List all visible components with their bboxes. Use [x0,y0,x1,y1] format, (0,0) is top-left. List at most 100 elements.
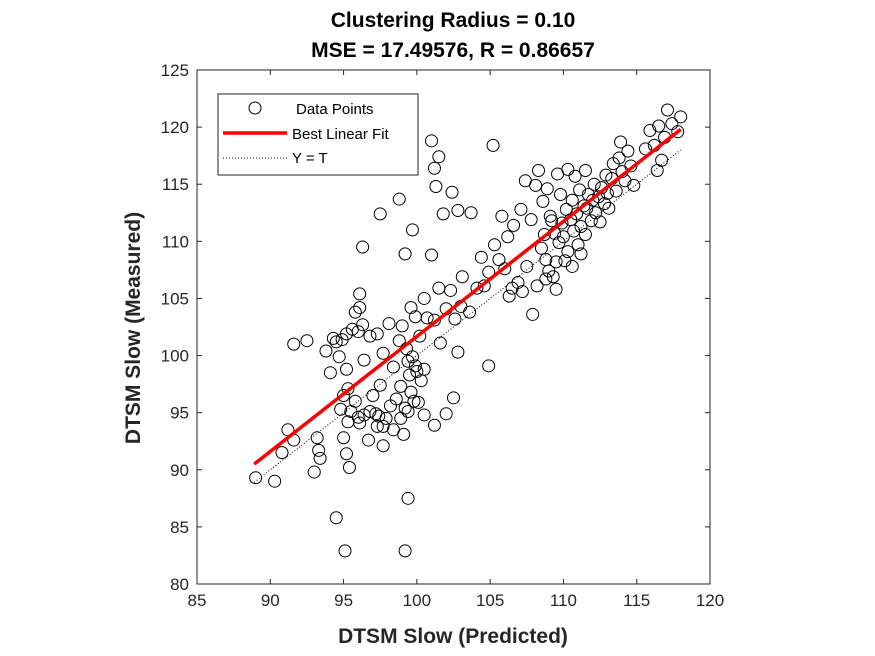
data-point [464,206,478,220]
data-point [341,382,355,396]
data-point [417,408,431,422]
data-point [275,446,289,460]
data-point [498,262,512,276]
identity-line [253,149,681,483]
data-point [553,188,567,202]
data-point [353,287,367,301]
data-point [417,362,431,376]
data-point [671,125,685,139]
legend-label-best-linear-fit: Best Linear Fit [292,126,390,143]
data-point [404,301,418,315]
data-point [427,313,441,327]
data-point [602,201,616,215]
legend-label-data-points: Data Points [296,101,374,118]
data-point [405,223,419,237]
legend: Data Points Best Linear Fit Y = T [217,93,419,176]
data-point [337,431,351,445]
data-point [394,411,408,425]
data-point [376,346,390,360]
data-point [403,368,417,382]
data-point [448,312,462,326]
data-point [482,359,496,373]
y-tick-label: 110 [162,232,189,251]
data-point [379,411,393,425]
data-point [445,185,459,199]
data-point [319,344,333,358]
data-point [545,214,559,228]
data-point [411,395,425,409]
y-tick-label: 95 [170,404,189,423]
x-tick-label: 105 [476,591,504,610]
data-point [455,270,469,284]
data-point [376,419,390,433]
data-point [353,301,367,315]
data-point [549,282,563,296]
data-point [268,474,282,488]
x-tick-label: 110 [550,591,577,610]
y-tick-label: 80 [170,575,189,594]
data-point [643,124,657,138]
data-point [567,224,581,238]
data-point [444,283,458,297]
data-point [652,119,666,133]
data-point [514,202,528,216]
data-point [340,447,354,461]
data-point [574,247,588,261]
data-point [433,336,447,350]
data-point [376,439,390,453]
data-point [502,289,516,303]
data-point [593,215,607,229]
data-point [326,331,340,345]
data-point [565,259,579,273]
data-point [363,329,377,343]
data-point [313,451,327,465]
data-point [584,214,598,228]
y-axis-label: DTSM Slow (Measured) [122,212,145,444]
data-point [329,511,343,525]
x-axis-label: DTSM Slow (Predicted) [338,625,568,648]
data-point [420,311,434,325]
data-point [425,248,439,262]
data-point [394,379,408,393]
data-point [348,394,362,408]
data-point [650,164,664,178]
data-point [488,238,502,252]
data-point [329,335,343,349]
data-point [342,460,356,474]
x-tick-label: 95 [334,591,353,610]
data-point [363,405,377,419]
data-point [429,180,443,194]
data-point [373,378,387,392]
data-point [323,366,337,380]
data-point [574,219,588,233]
data-point [549,255,563,269]
chart-title: Clustering Radius = 0.10 [331,9,576,32]
x-tick-label: 85 [188,591,207,610]
y-tick-label: 125 [161,61,189,80]
data-point [511,275,525,289]
data-point [451,345,465,359]
data-point [307,465,321,479]
data-point [389,392,403,406]
data-point [425,134,439,148]
axes: 85 90 95 100 105 110 115 1208085909510010511011… [161,61,725,610]
x-tick-label: 90 [261,591,280,610]
data-point [370,327,384,341]
best-fit-line [253,128,682,466]
data-point [392,192,406,206]
data-point [609,184,623,198]
fit-lines [253,128,682,483]
data-point [397,427,411,441]
data-point [287,337,301,351]
data-point [249,471,263,485]
data-point [573,183,587,197]
data-point [589,206,603,220]
data-point [392,334,406,348]
data-point [555,216,569,230]
data-point [405,350,419,364]
data-point [674,110,688,124]
data-point [515,285,529,299]
data-point [408,359,422,373]
data-point [477,279,491,293]
data-point [486,138,500,152]
